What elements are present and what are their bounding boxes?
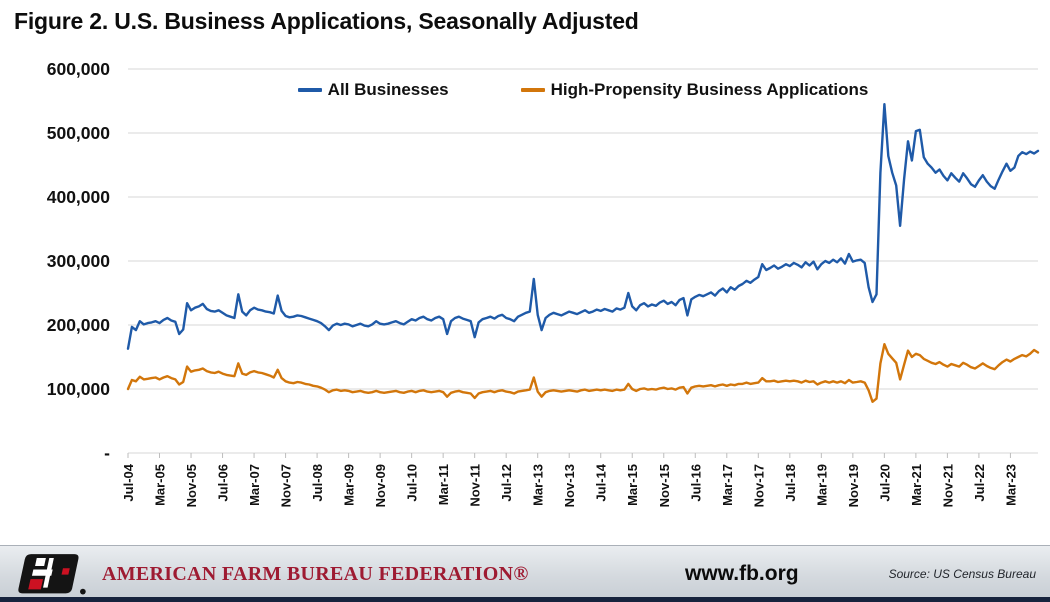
- org-name: AMERICAN FARM BUREAU FEDERATION®: [102, 562, 529, 585]
- svg-text:400,000: 400,000: [47, 187, 111, 207]
- legend-item: High-Propensity Business Applications: [520, 80, 869, 100]
- svg-text:-: -: [104, 443, 110, 463]
- legend-item: All Businesses: [297, 80, 449, 100]
- svg-text:Nov-21: Nov-21: [940, 464, 955, 507]
- svg-text:500,000: 500,000: [47, 123, 111, 143]
- page-title: Figure 2. U.S. Business Applications, Se…: [14, 8, 639, 34]
- svg-text:Jul-04: Jul-04: [121, 463, 136, 501]
- svg-text:Nov-11: Nov-11: [468, 464, 483, 507]
- svg-text:Mar-15: Mar-15: [625, 464, 640, 506]
- svg-text:Nov-17: Nov-17: [751, 464, 766, 507]
- svg-text:Mar-21: Mar-21: [909, 464, 924, 506]
- svg-text:Jul-20: Jul-20: [877, 464, 892, 502]
- svg-text:Jul-12: Jul-12: [499, 464, 514, 502]
- svg-text:600,000: 600,000: [47, 59, 111, 79]
- svg-text:Jul-18: Jul-18: [783, 464, 798, 502]
- chart-area: 600,000 500,000 400,000 300,000 200,000 100,0…: [47, 59, 1040, 507]
- svg-text:Jul-14: Jul-14: [594, 463, 609, 501]
- svg-text:Mar-17: Mar-17: [720, 464, 735, 506]
- svg-text:Nov-15: Nov-15: [657, 464, 672, 507]
- chart-plot: 600,000 500,000 400,000 300,000 200,000 100,0…: [47, 59, 1040, 507]
- chart-legend: All Businesses High-Propensity Business A…: [128, 80, 1038, 100]
- website-text: www.fb.org: [685, 562, 799, 585]
- legend-line-swatch: [520, 88, 545, 92]
- svg-text:Mar-23: Mar-23: [1003, 464, 1018, 506]
- svg-text:200,000: 200,000: [47, 315, 111, 335]
- svg-text:Jul-16: Jul-16: [688, 464, 703, 502]
- svg-text:Nov-05: Nov-05: [184, 464, 199, 507]
- svg-text:Jul-06: Jul-06: [216, 464, 231, 502]
- legend-label: High-Propensity Business Applications: [550, 80, 869, 99]
- svg-text:Nov-09: Nov-09: [373, 464, 388, 507]
- svg-text:Mar-05: Mar-05: [153, 464, 168, 506]
- svg-text:Jul-08: Jul-08: [310, 464, 325, 502]
- svg-text:Nov-13: Nov-13: [562, 464, 577, 507]
- svg-text:300,000: 300,000: [47, 251, 111, 271]
- legend-line-swatch: [297, 88, 322, 92]
- svg-text:Jul-10: Jul-10: [405, 464, 420, 502]
- svg-text:Nov-07: Nov-07: [279, 464, 294, 507]
- svg-text:100,000: 100,000: [47, 379, 111, 399]
- legend-label: All Businesses: [327, 80, 449, 99]
- afbf-logo-icon: [18, 554, 86, 595]
- svg-text:Nov-19: Nov-19: [846, 464, 861, 507]
- svg-text:Mar-11: Mar-11: [436, 464, 451, 505]
- svg-text:Mar-09: Mar-09: [342, 464, 357, 506]
- svg-text:Mar-19: Mar-19: [814, 464, 829, 506]
- footer-bar: AMERICAN FARM BUREAU FEDERATION® www.fb.…: [0, 545, 1050, 602]
- source-note: Source: US Census Bureau: [888, 567, 1036, 581]
- svg-text:Mar-13: Mar-13: [531, 464, 546, 506]
- svg-text:Mar-07: Mar-07: [247, 464, 262, 506]
- svg-text:Jul-22: Jul-22: [972, 464, 987, 502]
